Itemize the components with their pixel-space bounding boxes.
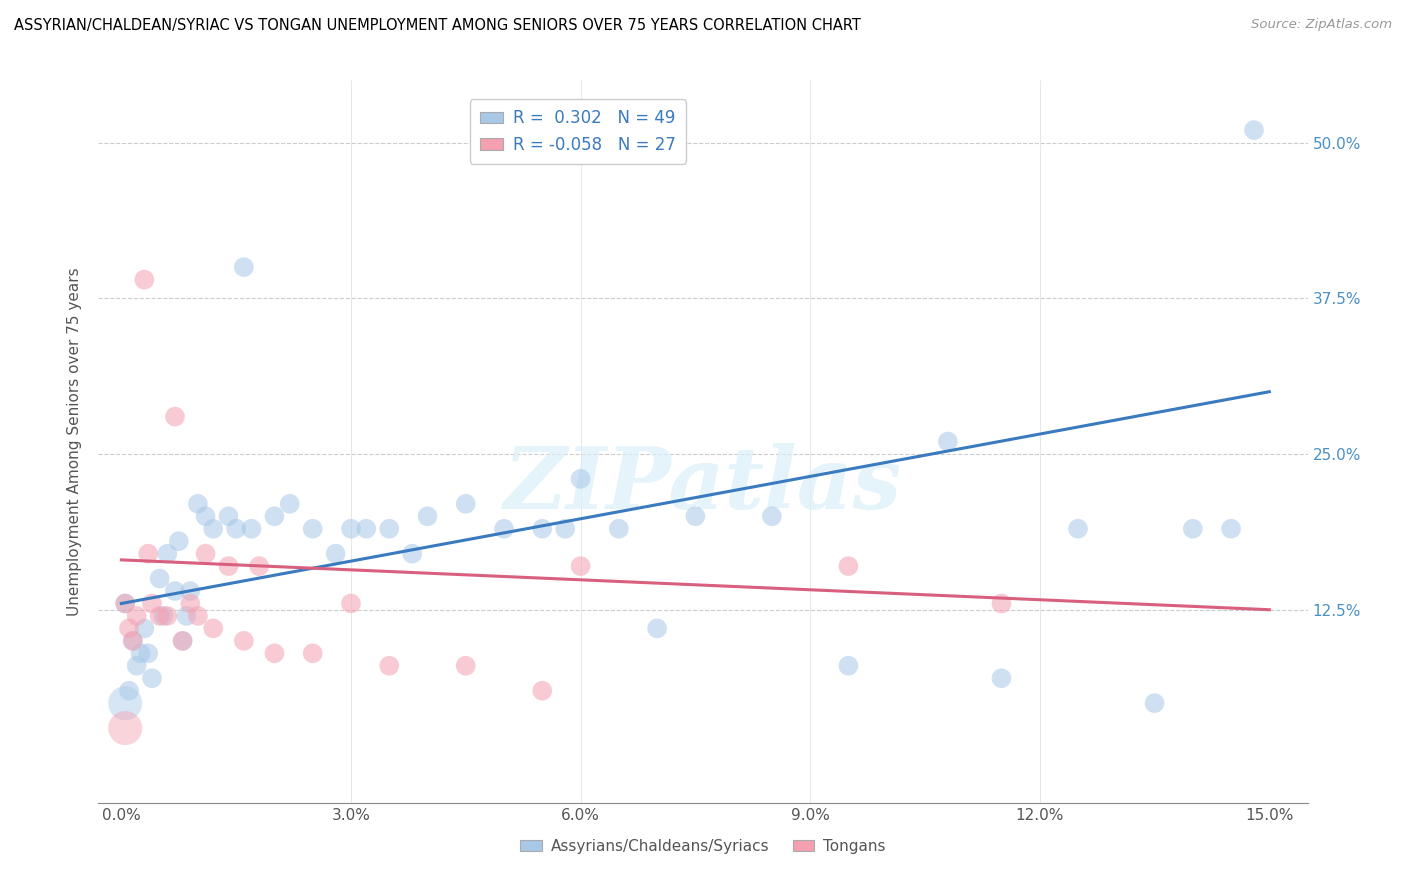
Point — [232, 260, 254, 274]
Legend: Assyrians/Chaldeans/Syriacs, Tongans: Assyrians/Chaldeans/Syriacs, Tongans — [515, 833, 891, 860]
Point — [454, 658, 477, 673]
Point — [990, 597, 1012, 611]
Point — [202, 621, 225, 635]
Point — [172, 633, 194, 648]
Point — [685, 509, 707, 524]
Point — [187, 497, 209, 511]
Point — [136, 646, 159, 660]
Point — [645, 621, 668, 635]
Point — [837, 559, 859, 574]
Point — [125, 658, 148, 673]
Point — [129, 646, 152, 660]
Text: ZIPatlas: ZIPatlas — [503, 443, 903, 526]
Point — [187, 609, 209, 624]
Point — [121, 633, 143, 648]
Point — [569, 472, 592, 486]
Point — [356, 522, 378, 536]
Point — [176, 609, 198, 624]
Text: ASSYRIAN/CHALDEAN/SYRIAC VS TONGAN UNEMPLOYMENT AMONG SENIORS OVER 75 YEARS CORR: ASSYRIAN/CHALDEAN/SYRIAC VS TONGAN UNEMP… — [14, 18, 860, 33]
Point — [1143, 696, 1166, 710]
Point — [114, 597, 136, 611]
Point — [179, 584, 201, 599]
Point — [340, 597, 363, 611]
Point — [121, 633, 143, 648]
Y-axis label: Unemployment Among Seniors over 75 years: Unemployment Among Seniors over 75 years — [67, 268, 83, 615]
Point — [569, 559, 592, 574]
Point — [114, 721, 136, 735]
Point — [114, 597, 136, 611]
Point — [218, 559, 240, 574]
Point — [1243, 123, 1265, 137]
Point — [218, 509, 240, 524]
Point — [118, 683, 141, 698]
Point — [172, 633, 194, 648]
Point — [416, 509, 439, 524]
Point — [149, 609, 172, 624]
Point — [301, 522, 323, 536]
Point — [141, 597, 163, 611]
Point — [114, 696, 136, 710]
Point — [136, 547, 159, 561]
Point — [301, 646, 323, 660]
Point — [202, 522, 225, 536]
Point — [141, 671, 163, 685]
Text: Source: ZipAtlas.com: Source: ZipAtlas.com — [1251, 18, 1392, 31]
Point — [837, 658, 859, 673]
Point — [163, 409, 186, 424]
Point — [990, 671, 1012, 685]
Point — [936, 434, 959, 449]
Point — [325, 547, 347, 561]
Point — [454, 497, 477, 511]
Point — [118, 621, 141, 635]
Point — [134, 272, 156, 286]
Point — [340, 522, 363, 536]
Point — [240, 522, 263, 536]
Point — [263, 509, 285, 524]
Point — [232, 633, 254, 648]
Point — [607, 522, 630, 536]
Point — [531, 522, 554, 536]
Point — [179, 597, 201, 611]
Point — [401, 547, 423, 561]
Point — [263, 646, 285, 660]
Point — [156, 609, 179, 624]
Point — [1220, 522, 1243, 536]
Point — [134, 621, 156, 635]
Point — [247, 559, 270, 574]
Point — [156, 547, 179, 561]
Point — [194, 509, 217, 524]
Point — [531, 683, 554, 698]
Point — [163, 584, 186, 599]
Point — [152, 609, 174, 624]
Point — [761, 509, 783, 524]
Point — [167, 534, 190, 549]
Point — [554, 522, 576, 536]
Point — [125, 609, 148, 624]
Point — [378, 522, 401, 536]
Point — [1067, 522, 1090, 536]
Point — [1181, 522, 1204, 536]
Point — [378, 658, 401, 673]
Point — [149, 572, 172, 586]
Point — [194, 547, 217, 561]
Point — [278, 497, 301, 511]
Point — [492, 522, 515, 536]
Point — [225, 522, 247, 536]
